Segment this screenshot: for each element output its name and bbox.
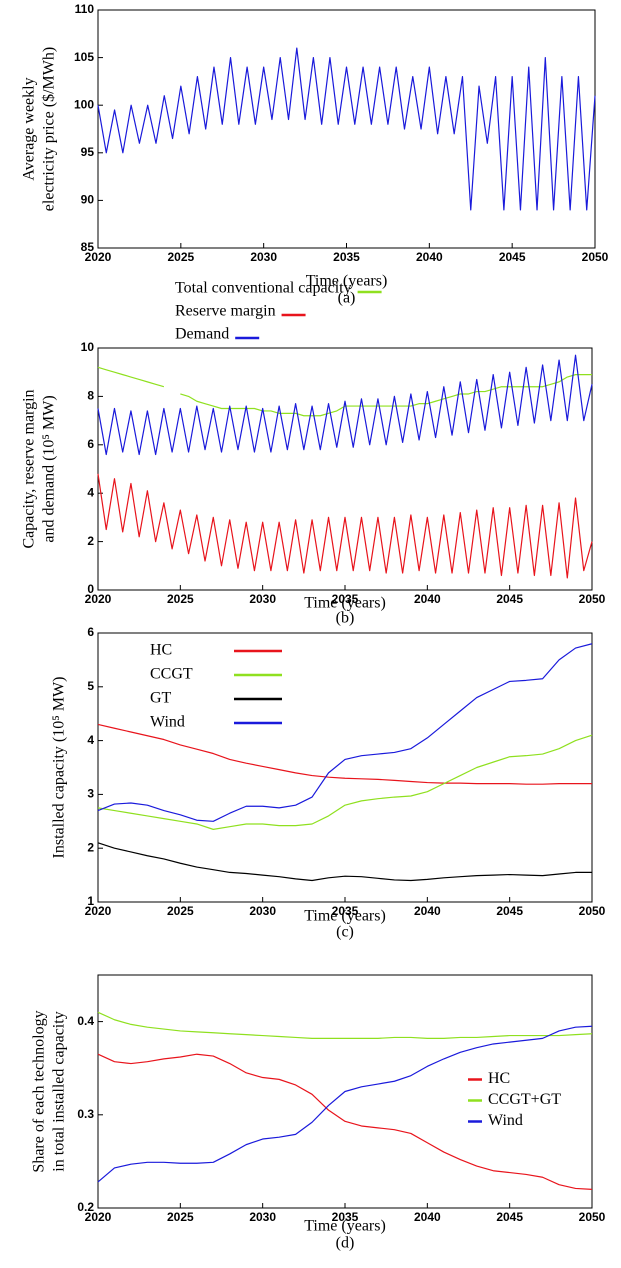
plot-frame (97, 347, 593, 591)
x-tick-label: 2050 (579, 904, 606, 918)
x-tick-label: 2020 (85, 1210, 112, 1224)
y-axis-label: Capacity, reserve margin (21, 389, 38, 548)
x-tick-label: 2045 (496, 904, 523, 918)
x-tick-label: 2035 (332, 592, 359, 606)
y-tick-label: 0.3 (77, 1107, 94, 1121)
x-tick-label: 2040 (416, 250, 443, 264)
y-tick-label: 10 (81, 340, 95, 354)
x-tick-label: 2040 (414, 904, 441, 918)
y-tick-label: 2 (87, 534, 94, 548)
y-tick-label: 6 (87, 437, 94, 451)
y-tick-label: 4 (87, 485, 94, 499)
x-tick-label: 2030 (249, 904, 276, 918)
x-tick-label: 2045 (496, 592, 523, 606)
y-axis-label: Share of each technology (31, 1010, 48, 1172)
x-tick-label: 2035 (333, 250, 360, 264)
y-tick-label: 85 (81, 240, 95, 254)
x-tick-label: 2035 (332, 904, 359, 918)
legend-label: Wind (488, 1112, 523, 1129)
x-tick-label: 2045 (499, 250, 526, 264)
y-axis-label: Installed capacity (10⁵ MW) (51, 677, 68, 859)
y-tick-label: 4 (87, 733, 94, 747)
x-tick-label: 2025 (167, 904, 194, 918)
y-tick-label: 3 (87, 787, 94, 801)
x-tick-label: 2030 (250, 250, 277, 264)
y-tick-label: 5 (87, 679, 94, 693)
series-line (97, 842, 592, 882)
x-tick-label: 2020 (85, 592, 112, 606)
legend-label: Demand (175, 326, 229, 343)
x-axis-label: Time (years) (304, 908, 386, 925)
y-tick-label: 0 (87, 582, 94, 596)
caption: (a) (338, 290, 356, 307)
x-tick-label: 2040 (414, 1210, 441, 1224)
x-tick-label: 2025 (167, 1210, 194, 1224)
y-tick-label: 8 (87, 389, 94, 403)
x-tick-label: 2020 (85, 904, 112, 918)
y-tick-label: 105 (74, 50, 94, 64)
y-tick-label: 110 (75, 2, 95, 16)
y-axis-label: electricity price ($/MWh) (41, 47, 58, 211)
series-line (97, 723, 592, 785)
y-tick-label: 0.2 (77, 1200, 94, 1214)
y-tick-label: 1 (87, 894, 94, 908)
y-tick-label: 90 (81, 193, 95, 207)
x-axis-label: Time (years) (304, 595, 386, 612)
series-line (97, 354, 593, 456)
y-axis-label: Average weekly (21, 77, 38, 180)
x-tick-label: 2030 (249, 592, 276, 606)
series-line (97, 734, 593, 830)
legend-label: HC (488, 1070, 510, 1087)
legend-label: HC (150, 642, 172, 659)
series-line (97, 643, 593, 822)
x-tick-label: 2050 (579, 592, 606, 606)
x-tick-label: 2050 (579, 1210, 606, 1224)
y-axis-label: and demand (10⁵ MW) (41, 395, 58, 542)
y-tick-label: 6 (87, 625, 94, 639)
x-tick-label: 2050 (582, 250, 609, 264)
y-tick-label: 95 (81, 145, 95, 159)
x-tick-label: 2045 (496, 1210, 523, 1224)
legend-label: Total conventional capacity (175, 280, 352, 297)
x-tick-label: 2040 (414, 592, 441, 606)
y-tick-label: 100 (74, 97, 94, 111)
caption: (d) (336, 1235, 355, 1252)
x-tick-label: 2035 (332, 1210, 359, 1224)
x-tick-label: 2030 (249, 1210, 276, 1224)
caption: (c) (336, 924, 354, 941)
legend-label: Wind (150, 714, 185, 731)
legend-label: Reserve margin (175, 303, 276, 320)
series-line (97, 47, 596, 211)
series-line (97, 366, 592, 417)
y-axis-label: in total installed capacity (51, 1011, 68, 1171)
x-tick-label: 2020 (85, 250, 112, 264)
x-tick-label: 2025 (167, 592, 194, 606)
y-tick-label: 0.4 (77, 1014, 94, 1028)
y-tick-label: 2 (87, 840, 94, 854)
series-line (97, 1011, 593, 1039)
plot-frame (97, 9, 596, 249)
legend-label: GT (150, 690, 172, 707)
series-line (97, 1025, 593, 1183)
series-line (97, 473, 593, 579)
x-axis-label: Time (years) (306, 273, 388, 290)
x-tick-label: 2025 (167, 250, 194, 264)
legend-label: CCGT (150, 666, 193, 683)
legend-label: CCGT+GT (488, 1091, 561, 1108)
caption: (b) (336, 610, 355, 627)
series-line (97, 1053, 593, 1190)
x-axis-label: Time (years) (304, 1218, 386, 1235)
